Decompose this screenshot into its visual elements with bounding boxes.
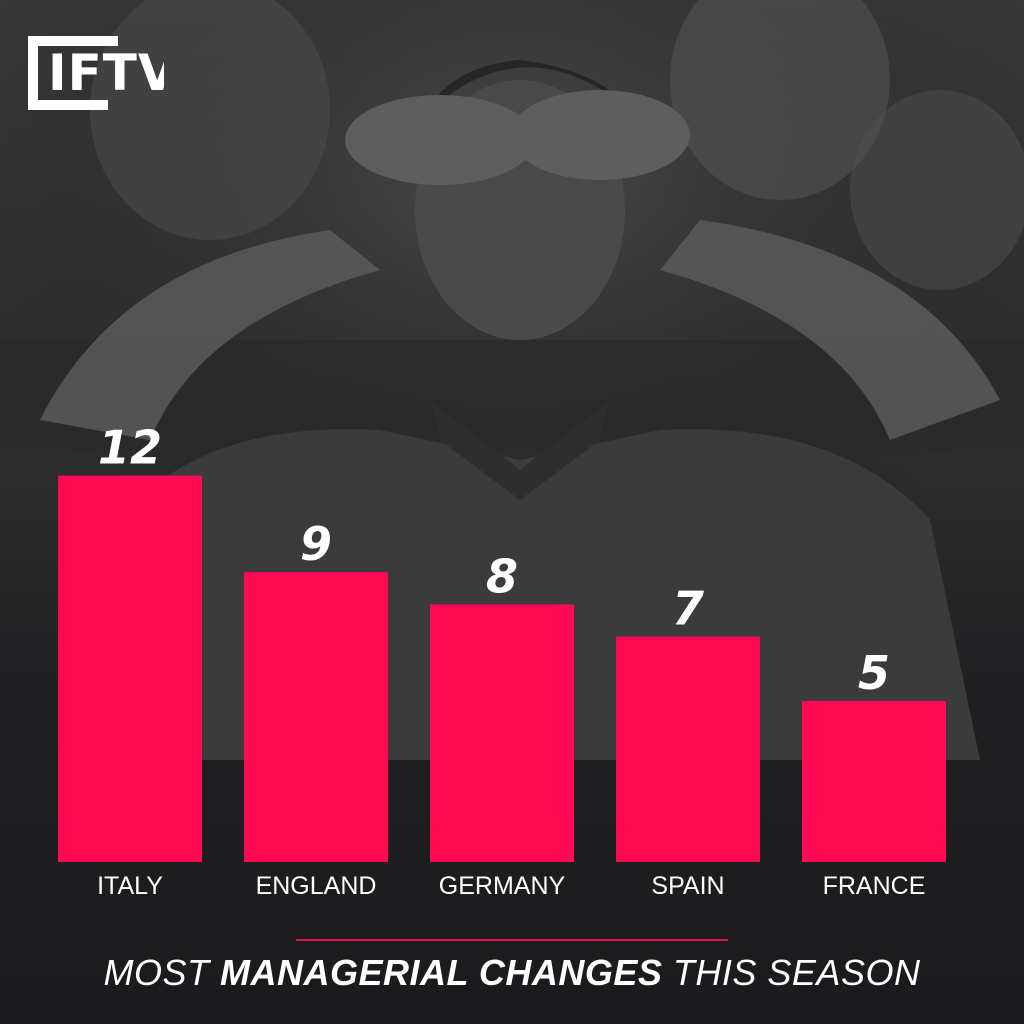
category-label-england: ENGLAND (256, 872, 377, 900)
logo-text: IFTV (48, 44, 164, 102)
value-label-england: 9 (300, 517, 332, 571)
bar-italy (58, 475, 202, 862)
bars (58, 475, 946, 862)
caption-part-1: MOST (103, 952, 210, 993)
value-label-spain: 7 (672, 582, 704, 636)
value-label-italy: 12 (98, 421, 162, 475)
value-label-france: 5 (858, 646, 890, 700)
caption-part-3: THIS SEASON (672, 952, 921, 993)
caption-divider (296, 939, 728, 941)
category-labels: ITALY ENGLAND GERMANY SPAIN FRANCE (97, 872, 925, 900)
iftv-logo: IFTV (28, 36, 164, 110)
value-label-germany: 8 (486, 549, 518, 603)
caption-part-2: MANAGERIAL CHANGES (220, 952, 663, 993)
bar-england (244, 572, 388, 862)
chart-caption: MOST MANAGERIAL CHANGES THIS SEASON (0, 952, 1024, 994)
value-labels: 12 9 8 7 5 (98, 421, 890, 700)
category-label-france: FRANCE (823, 872, 926, 900)
bar-france (802, 701, 946, 862)
category-label-italy: ITALY (97, 872, 163, 900)
bar-germany (430, 604, 574, 862)
bar-spain (616, 636, 760, 862)
category-label-spain: SPAIN (651, 872, 724, 900)
category-label-germany: GERMANY (439, 872, 566, 900)
